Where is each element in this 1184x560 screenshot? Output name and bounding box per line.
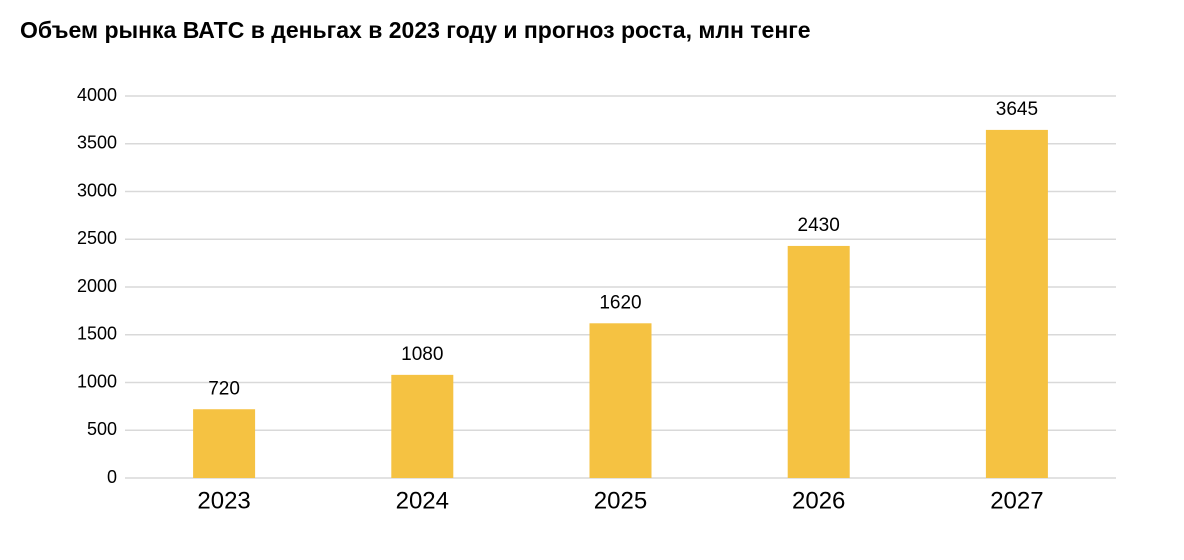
bar — [391, 374, 454, 478]
bar — [193, 409, 256, 478]
chart-title: Объем рынка ВАТС в деньгах в 2023 году и… — [20, 17, 811, 43]
bar — [985, 129, 1048, 478]
y-tick-label: 2000 — [77, 276, 117, 296]
data-label: 1080 — [401, 344, 443, 365]
y-tick-label: 4000 — [77, 85, 117, 105]
data-label: 2430 — [798, 215, 840, 236]
y-tick-label: 1000 — [77, 371, 117, 391]
data-label: 1620 — [599, 292, 641, 313]
x-tick-label: 2027 — [990, 487, 1043, 514]
data-label: 720 — [208, 378, 240, 399]
y-tick-label: 0 — [107, 467, 117, 487]
bar — [589, 323, 652, 478]
y-tick-label: 2500 — [77, 228, 117, 248]
y-tick-label: 3000 — [77, 180, 117, 200]
x-tick-label: 2026 — [792, 487, 845, 514]
x-tick-label: 2024 — [396, 487, 449, 514]
data-label: 3645 — [996, 99, 1038, 120]
bar — [787, 245, 850, 478]
y-tick-label: 3500 — [77, 133, 117, 153]
x-tick-label: 2025 — [594, 487, 647, 514]
y-tick-label: 500 — [87, 419, 117, 439]
y-tick-label: 1500 — [77, 324, 117, 344]
x-tick-label: 2023 — [197, 487, 250, 514]
